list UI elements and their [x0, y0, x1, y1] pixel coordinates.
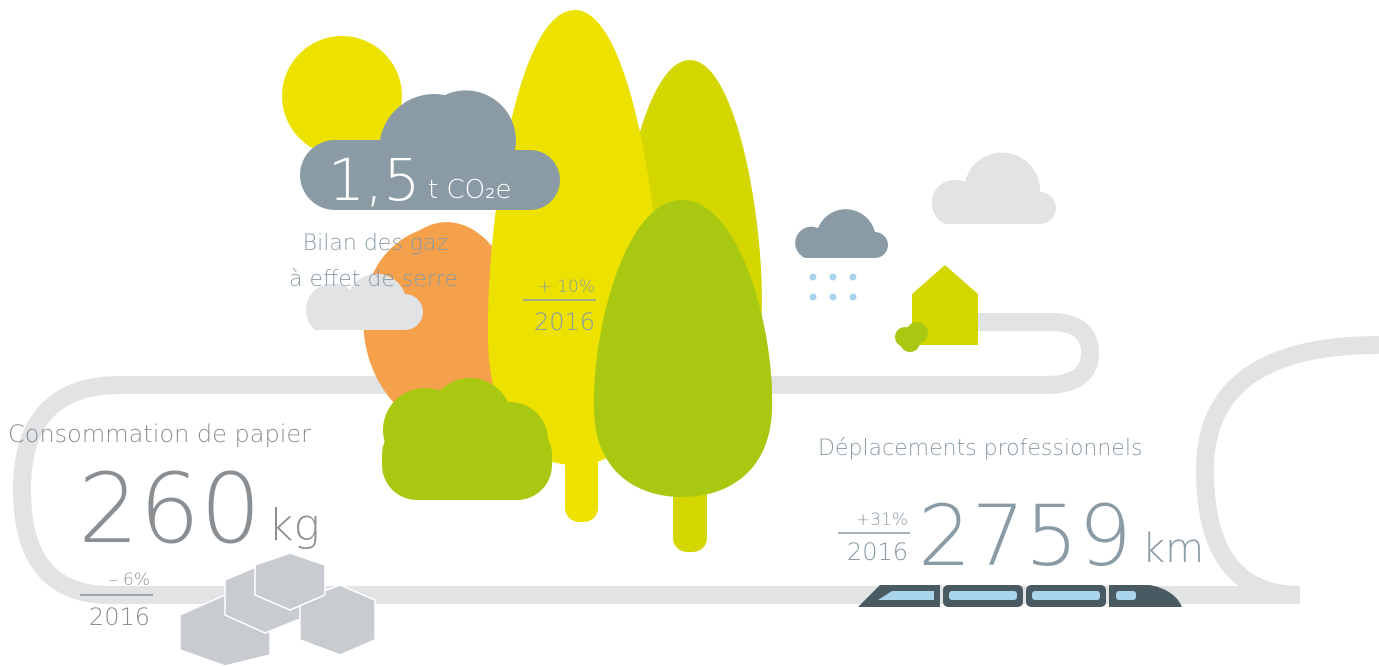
travel-year: 2016: [847, 538, 908, 566]
ghg-label: à effet de serre: [289, 267, 458, 292]
ghg-unit: t CO₂e: [428, 175, 512, 205]
road: [12, 313, 1379, 604]
ghg-year: 2016: [534, 308, 595, 336]
travel-label: Déplacements professionnels: [818, 436, 1142, 461]
travel-change: +31%: [856, 510, 908, 530]
travel-value: 2759: [918, 487, 1132, 585]
house-bush: [895, 322, 928, 352]
orange-tree: [363, 222, 520, 432]
sun: [282, 36, 402, 156]
house: [912, 265, 978, 345]
paper-change: – 6%: [109, 570, 150, 590]
ghg-value: 1,5: [328, 146, 420, 214]
green-tree: [593, 200, 773, 497]
co2-cloud: [300, 90, 560, 210]
paper-stacks: [179, 552, 376, 666]
paper-value: 260: [78, 453, 261, 565]
rain-cloud: [795, 209, 888, 258]
rain-drops: [809, 273, 857, 301]
right-cloud: [931, 152, 1056, 224]
paper-unit: kg: [268, 500, 320, 551]
ghg-label: Bilan des gaz: [303, 231, 448, 256]
train: [858, 585, 1182, 607]
paper-label: Consommation de papier: [8, 420, 311, 448]
travel-unit: km: [1142, 526, 1204, 572]
paper-year: 2016: [89, 603, 150, 631]
bush: [382, 378, 552, 500]
small-cloud: [305, 273, 423, 330]
ghg-change: + 10%: [538, 277, 595, 297]
